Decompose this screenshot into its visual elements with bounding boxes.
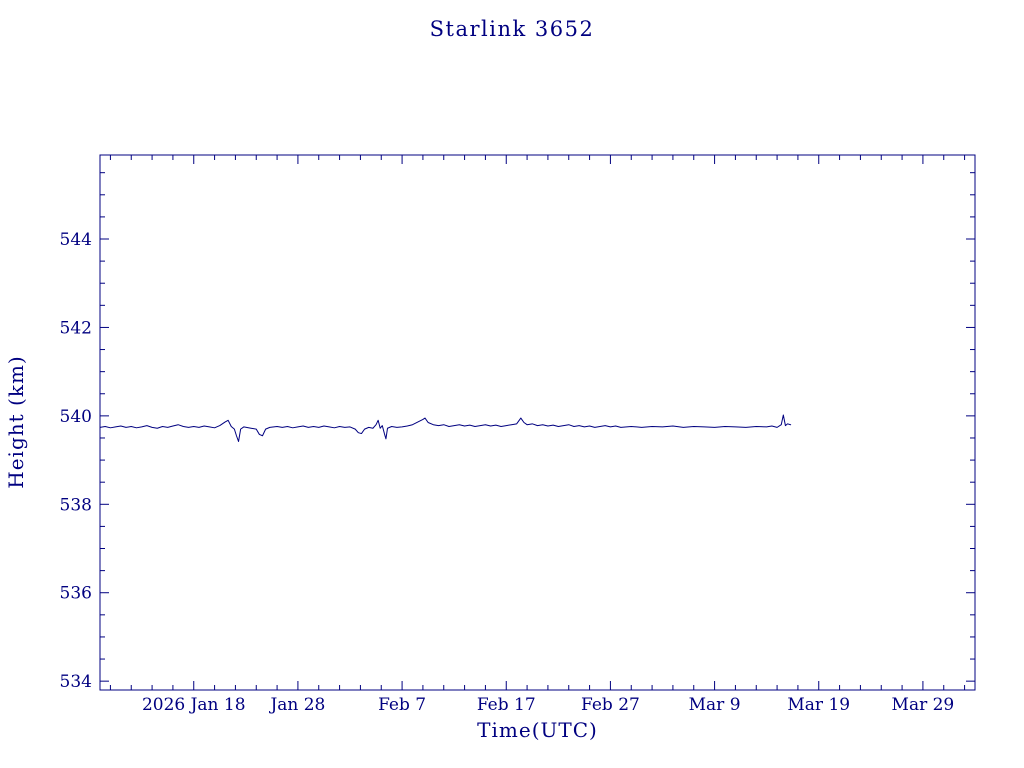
x-axis-label: Time(UTC) bbox=[477, 718, 598, 742]
x-tick-label: Feb 17 bbox=[477, 695, 536, 715]
x-tick-label: Feb 7 bbox=[378, 695, 426, 715]
height-series-line bbox=[99, 414, 792, 443]
y-tick-label: 538 bbox=[60, 495, 92, 515]
x-tick-label: Mar 19 bbox=[787, 695, 850, 715]
y-tick-label: 536 bbox=[60, 584, 92, 604]
y-tick-label: 540 bbox=[60, 407, 92, 427]
x-tick-label: 2026 Jan 18 bbox=[142, 695, 246, 715]
x-tick-label: Jan 28 bbox=[268, 695, 325, 715]
y-tick-label: 542 bbox=[60, 318, 92, 338]
chart-title: Starlink 3652 bbox=[429, 17, 595, 41]
x-tick-label: Feb 27 bbox=[581, 695, 640, 715]
plot-frame bbox=[99, 154, 976, 691]
y-tick-label: 544 bbox=[60, 230, 92, 250]
y-tick-label: 534 bbox=[60, 672, 92, 692]
x-tick-label: Mar 29 bbox=[892, 695, 955, 715]
x-tick-label: Mar 9 bbox=[689, 695, 741, 715]
